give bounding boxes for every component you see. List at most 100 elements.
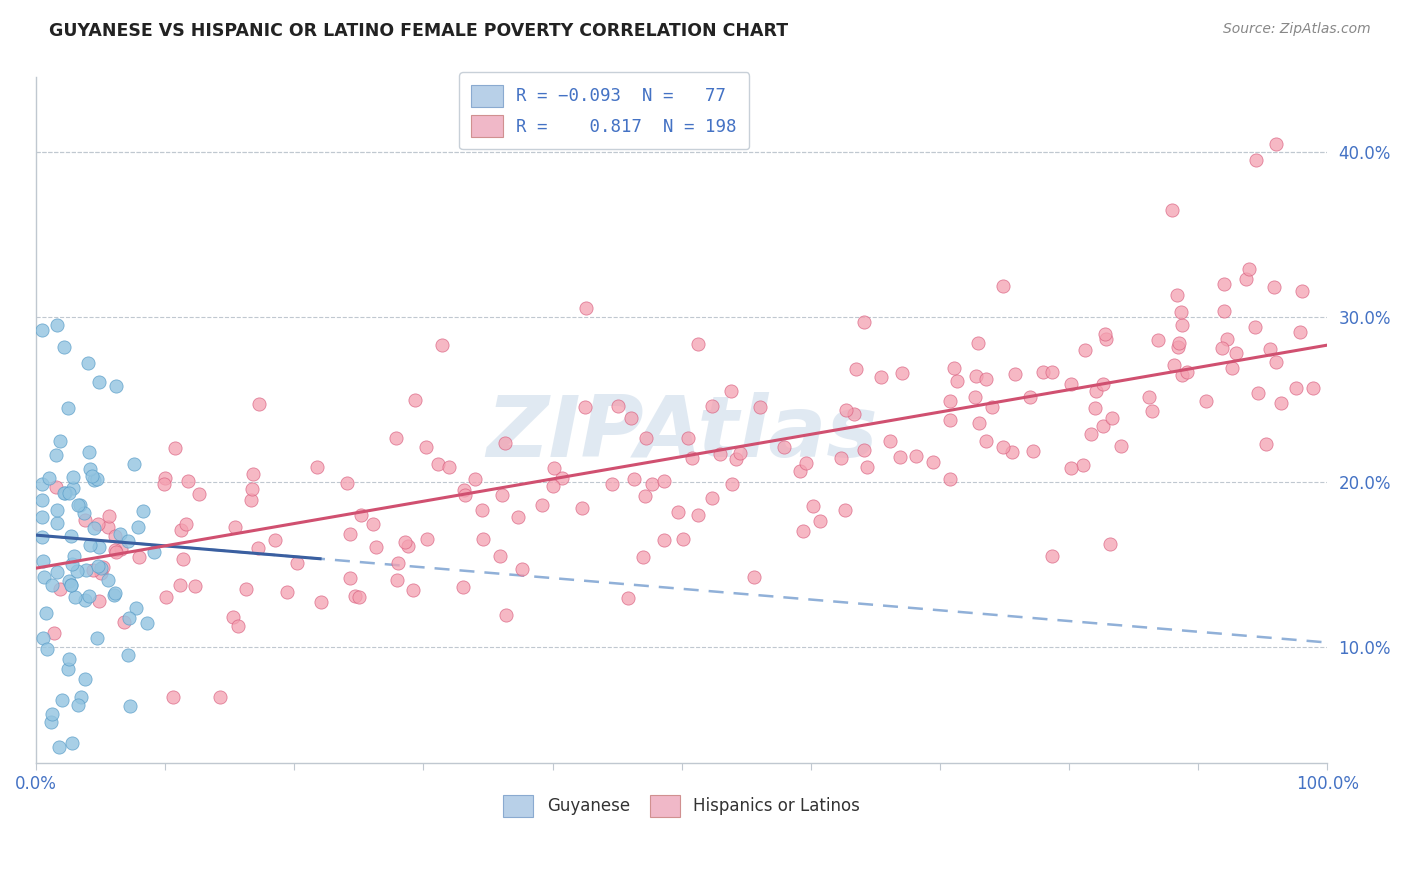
Point [142, 545, 165, 559]
Point [49, 434, 72, 449]
Point [1243, 319, 1265, 334]
Text: Source: ZipAtlas.com: Source: ZipAtlas.com [1223, 22, 1371, 37]
Point [702, 491, 724, 505]
Point [118, 698, 141, 713]
Point [427, 457, 450, 471]
Point [1084, 384, 1107, 398]
Point [772, 440, 794, 454]
Point [53, 486, 76, 500]
Point [65, 591, 87, 605]
Point [366, 540, 388, 554]
Point [1213, 303, 1236, 318]
Point [830, 450, 852, 465]
Point [666, 505, 689, 519]
Point [1211, 341, 1233, 355]
Point [789, 465, 811, 479]
Text: GUYANESE VS HISPANIC OR LATINO FEMALE POVERTY CORRELATION CHART: GUYANESE VS HISPANIC OR LATINO FEMALE PO… [49, 22, 789, 40]
Point [97, 573, 120, 587]
Point [1263, 279, 1285, 293]
Point [125, 601, 148, 615]
Point [451, 580, 474, 594]
Point [1101, 410, 1123, 425]
Point [309, 595, 332, 609]
Point [387, 556, 409, 570]
Point [543, 479, 565, 493]
Point [1265, 355, 1288, 369]
Point [852, 315, 875, 329]
Point [870, 369, 893, 384]
Point [454, 488, 477, 502]
Point [31, 493, 53, 508]
Point [170, 523, 193, 537]
Point [276, 585, 298, 599]
Point [235, 582, 257, 596]
Point [634, 432, 657, 446]
Point [172, 552, 194, 566]
Point [83, 474, 105, 488]
Point [46, 502, 69, 516]
Point [748, 400, 770, 414]
Point [73, 513, 96, 527]
Point [946, 374, 969, 388]
Point [1080, 427, 1102, 442]
Point [135, 615, 157, 630]
Point [623, 472, 645, 486]
Point [226, 619, 249, 633]
Point [471, 532, 494, 546]
Point [60, 557, 83, 571]
Point [688, 508, 710, 523]
Point [794, 456, 817, 470]
Point [720, 477, 742, 491]
Point [1289, 325, 1312, 339]
Point [575, 301, 598, 315]
Point [38, 471, 60, 485]
Point [56, 401, 79, 416]
Point [48, 739, 70, 754]
Point [939, 412, 962, 426]
Point [1099, 537, 1122, 551]
Point [208, 690, 231, 704]
Point [45, 480, 67, 494]
Point [153, 471, 176, 485]
Point [904, 449, 927, 463]
Point [162, 690, 184, 704]
Point [79, 461, 101, 475]
Point [60, 736, 83, 750]
Point [246, 541, 269, 555]
Point [845, 362, 868, 376]
Point [1258, 343, 1281, 357]
Point [617, 591, 640, 606]
Point [132, 504, 155, 518]
Point [385, 431, 408, 445]
Point [79, 589, 101, 603]
Point [1091, 419, 1114, 434]
Point [607, 399, 630, 413]
Point [104, 586, 127, 600]
Point [1094, 327, 1116, 342]
Point [67, 698, 90, 713]
Point [53, 486, 76, 500]
Point [98, 508, 121, 523]
Point [93, 559, 115, 574]
Point [127, 520, 149, 534]
Point [58, 652, 80, 666]
Point [87, 559, 110, 574]
Point [1166, 288, 1188, 302]
Point [184, 579, 207, 593]
Point [652, 474, 675, 488]
Point [976, 372, 998, 386]
Point [45, 318, 67, 333]
Point [117, 534, 139, 549]
Point [834, 503, 856, 517]
Point [89, 566, 111, 581]
Point [224, 520, 246, 534]
Point [491, 488, 513, 502]
Point [307, 459, 329, 474]
Point [891, 366, 914, 380]
Point [1270, 396, 1292, 410]
Point [31, 477, 53, 491]
Point [79, 538, 101, 552]
Point [53, 340, 76, 354]
Point [1042, 365, 1064, 379]
Point [1040, 549, 1063, 563]
